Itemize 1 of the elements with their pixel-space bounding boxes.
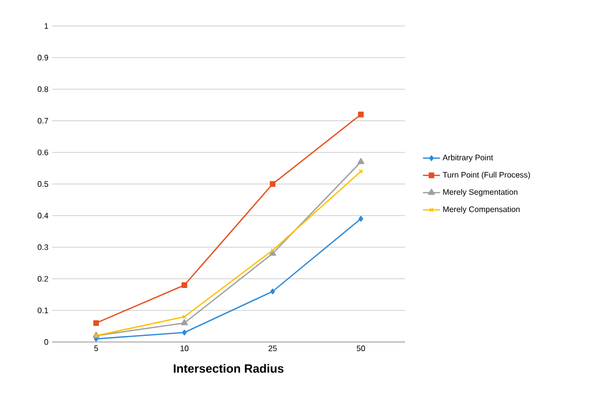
x-axis-title: Intersection Radius (174, 364, 284, 373)
